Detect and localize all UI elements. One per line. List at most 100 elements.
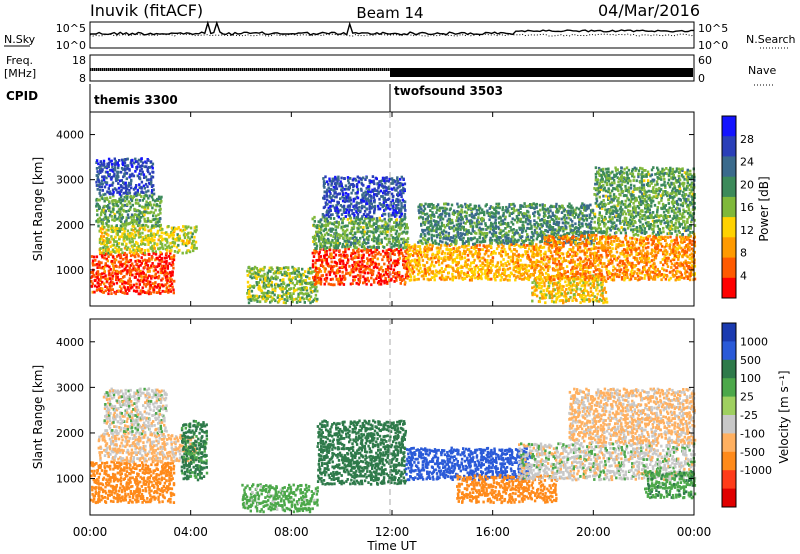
data-cell bbox=[193, 235, 196, 239]
data-cell bbox=[142, 223, 145, 227]
freq-mark bbox=[364, 68, 366, 71]
data-cell bbox=[151, 286, 154, 290]
data-cell bbox=[414, 259, 417, 262]
data-cell bbox=[315, 259, 318, 262]
data-cell bbox=[150, 175, 153, 178]
data-cell bbox=[103, 199, 106, 203]
data-cell bbox=[328, 241, 331, 245]
data-cell bbox=[589, 223, 592, 227]
data-cell bbox=[103, 163, 106, 166]
data-cell bbox=[169, 274, 173, 278]
data-cell bbox=[324, 250, 327, 254]
data-cell bbox=[122, 198, 125, 202]
data-cell bbox=[178, 237, 182, 240]
data-cell bbox=[373, 236, 376, 240]
data-cell bbox=[329, 204, 332, 208]
data-cell bbox=[355, 267, 358, 271]
data-cell bbox=[483, 240, 487, 243]
data-cell bbox=[387, 224, 390, 228]
data-cell bbox=[110, 159, 113, 163]
data-cell bbox=[98, 263, 101, 267]
data-cell bbox=[544, 301, 547, 305]
data-cell bbox=[158, 220, 161, 223]
data-cell bbox=[142, 197, 146, 200]
data-cell bbox=[341, 186, 344, 190]
data-cell bbox=[449, 265, 452, 269]
data-cell bbox=[301, 296, 304, 300]
data-cell bbox=[137, 162, 140, 166]
data-cell bbox=[477, 216, 480, 219]
data-cell bbox=[260, 268, 263, 272]
data-cell bbox=[116, 191, 119, 194]
data-cell bbox=[347, 210, 351, 214]
data-cell bbox=[177, 226, 180, 229]
data-cell bbox=[396, 260, 399, 264]
data-cell bbox=[143, 176, 146, 179]
data-cell bbox=[117, 289, 120, 293]
data-cell bbox=[370, 251, 373, 255]
data-cell bbox=[425, 261, 429, 264]
freq-mark bbox=[290, 68, 292, 71]
data-cell bbox=[383, 279, 386, 283]
data-cell bbox=[336, 179, 339, 183]
data-cell bbox=[354, 275, 357, 278]
data-cell bbox=[470, 215, 474, 219]
data-cell bbox=[331, 213, 334, 216]
data-cell bbox=[335, 181, 339, 185]
data-cell bbox=[99, 272, 102, 276]
data-cell bbox=[258, 284, 261, 288]
data-cell bbox=[386, 268, 390, 272]
data-cell bbox=[492, 275, 496, 278]
data-cell bbox=[353, 216, 356, 220]
data-cell bbox=[392, 268, 396, 272]
data-cell bbox=[386, 191, 389, 194]
data-cell bbox=[389, 258, 392, 262]
data-cell bbox=[111, 228, 114, 231]
data-cell bbox=[126, 222, 130, 226]
data-cell bbox=[188, 240, 191, 243]
data-cell bbox=[388, 177, 391, 181]
data-cell bbox=[126, 260, 129, 264]
data-cell bbox=[502, 229, 505, 233]
data-cell bbox=[149, 160, 153, 164]
data-cell bbox=[375, 277, 378, 281]
data-cell bbox=[140, 261, 143, 265]
data-cell bbox=[130, 228, 133, 232]
data-cell bbox=[397, 239, 400, 243]
data-cell bbox=[121, 160, 125, 164]
freq-mark bbox=[92, 68, 94, 71]
data-cell bbox=[115, 244, 119, 248]
data-cell bbox=[349, 232, 353, 235]
data-cell bbox=[116, 172, 119, 176]
data-cell bbox=[366, 197, 370, 201]
data-cell bbox=[367, 185, 371, 188]
data-cell bbox=[324, 253, 327, 257]
data-cell bbox=[411, 254, 415, 257]
data-cell bbox=[397, 253, 401, 257]
data-cell bbox=[392, 239, 395, 243]
data-cell bbox=[147, 257, 151, 261]
freq-mark bbox=[288, 68, 290, 71]
data-cell bbox=[150, 165, 154, 168]
data-cell bbox=[159, 240, 162, 243]
data-cell bbox=[122, 163, 125, 167]
data-cell bbox=[368, 210, 372, 214]
data-cell bbox=[335, 184, 338, 188]
data-cell bbox=[497, 211, 500, 215]
data-cell bbox=[107, 248, 110, 251]
data-cell bbox=[128, 208, 132, 211]
data-cell bbox=[130, 186, 133, 190]
data-cell bbox=[365, 242, 368, 245]
data-cell bbox=[376, 257, 379, 261]
data-cell bbox=[123, 195, 126, 199]
freq-mark bbox=[150, 68, 152, 71]
data-cell bbox=[494, 251, 497, 255]
data-cell bbox=[335, 195, 338, 199]
data-cell bbox=[137, 254, 140, 258]
data-cell bbox=[117, 200, 121, 203]
data-cell bbox=[327, 233, 330, 236]
data-cell bbox=[117, 260, 121, 264]
data-cell bbox=[111, 248, 115, 252]
data-cell bbox=[129, 182, 133, 186]
data-cell bbox=[117, 208, 121, 211]
